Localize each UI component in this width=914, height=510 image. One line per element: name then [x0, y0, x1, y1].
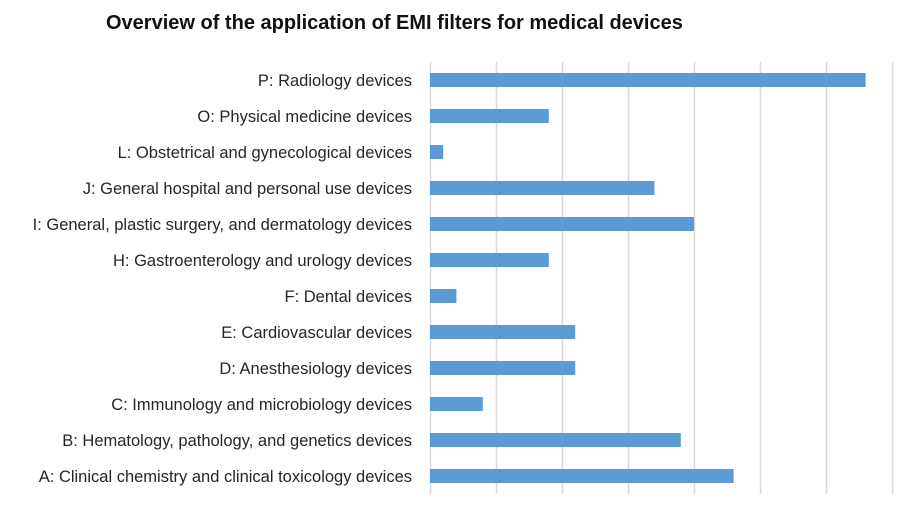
category-label: I: General, plastic surgery, and dermato… [33, 216, 412, 234]
bar [430, 325, 576, 339]
bar [430, 109, 549, 123]
bar [430, 361, 576, 375]
bar [430, 469, 734, 483]
category-label: O: Physical medicine devices [197, 108, 412, 126]
category-label: P: Radiology devices [258, 72, 412, 90]
category-label: D: Anesthesiology devices [219, 360, 412, 378]
bar [430, 217, 694, 231]
category-label: F: Dental devices [285, 288, 412, 306]
chart-title: Overview of the application of EMI filte… [106, 12, 683, 34]
bar [430, 253, 549, 267]
bar [430, 73, 866, 87]
category-label: J: General hospital and personal use dev… [83, 180, 412, 198]
bar [430, 145, 444, 159]
bar [430, 181, 655, 195]
category-label: E: Cardiovascular devices [221, 324, 412, 342]
category-label: H: Gastroenterology and urology devices [113, 252, 412, 270]
bar [430, 397, 483, 411]
bar [430, 289, 457, 303]
bar [430, 433, 681, 447]
category-label: B: Hematology, pathology, and genetics d… [62, 432, 412, 450]
category-label: A: Clinical chemistry and clinical toxic… [39, 468, 412, 486]
category-label: L: Obstetrical and gynecological devices [118, 144, 412, 162]
category-label: C: Immunology and microbiology devices [111, 396, 412, 414]
